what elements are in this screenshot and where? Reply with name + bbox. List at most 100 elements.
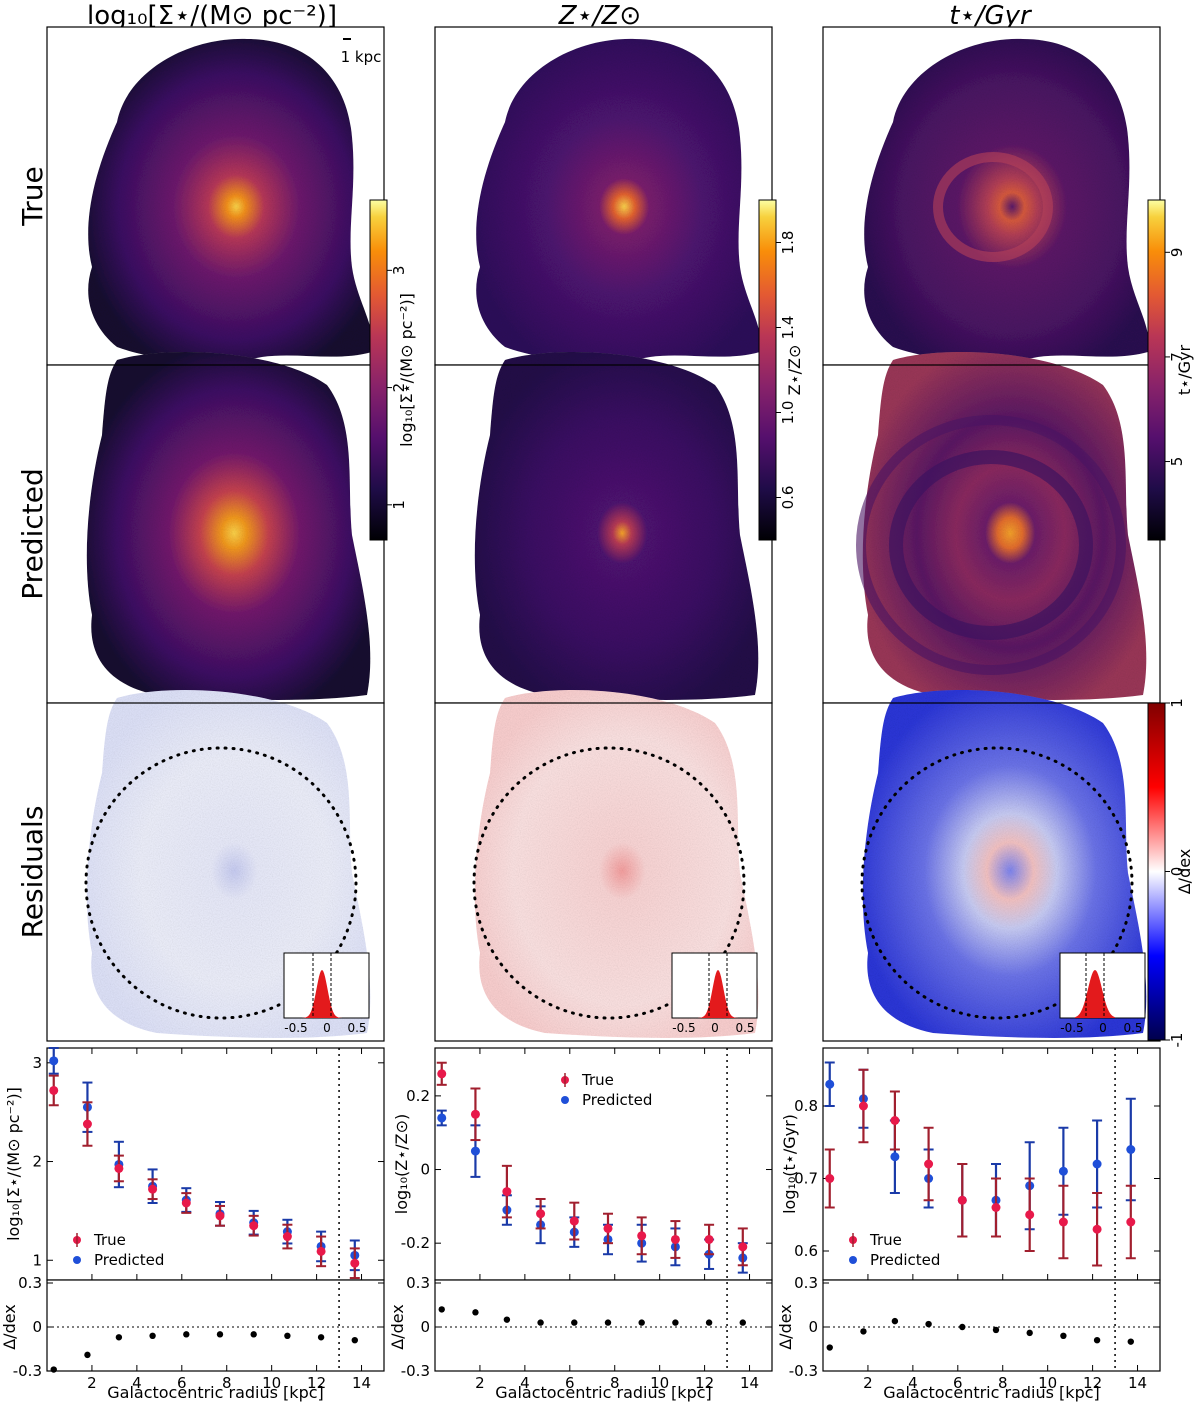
residual-point <box>925 1320 932 1328</box>
residual-y-tick-label: 0.3 <box>18 1274 42 1292</box>
x-tick-label: 6 <box>565 1374 575 1392</box>
colorbar-tick-label: 1.0 <box>779 401 797 425</box>
residual-histogram-inset: -0.5 0 0.5 <box>283 952 370 1035</box>
predicted-point <box>437 1113 447 1123</box>
x-tick-label: 4 <box>132 1374 142 1392</box>
map-panel-predicted-age <box>822 352 1161 704</box>
predicted-point <box>1058 1166 1068 1176</box>
x-tick-label: 2 <box>87 1374 97 1392</box>
residual-y-tick-label: 0.3 <box>794 1274 818 1292</box>
colorbar-tick-label: 1 <box>390 500 408 510</box>
residual-y-tick-label: -0.3 <box>401 1362 430 1380</box>
true-point <box>350 1258 360 1268</box>
true-point <box>215 1211 225 1221</box>
true-point <box>148 1184 158 1194</box>
colorbar-1: 0.6 1.0 1.4 1.8 Z⋆/Z⊙ <box>758 199 804 541</box>
map-panel-residuals-mass: -0.5 0 0.5 <box>46 690 385 1042</box>
inset-tick-label: 0 <box>1099 1021 1107 1035</box>
true-point <box>114 1163 124 1173</box>
histogram-fill <box>1075 970 1115 1018</box>
inset-tick-label: 0 <box>323 1021 331 1035</box>
radius-cutoff-circle <box>860 746 1134 1020</box>
residual-y-axis-label: Δ/dex <box>0 1304 19 1350</box>
legend: True Predicted <box>849 1231 940 1269</box>
residual-histogram-inset: -0.5 0 0.5 <box>671 952 758 1035</box>
legend-true: True <box>869 1231 902 1249</box>
legend: True Predicted <box>561 1071 652 1109</box>
residual-point <box>1026 1329 1033 1337</box>
true-point <box>603 1223 613 1233</box>
legend-true: True <box>581 1071 614 1089</box>
x-tick-label: 2 <box>475 1374 485 1392</box>
residual-y-axis-label: Δ/dex <box>388 1304 407 1350</box>
map-panel-predicted-mass <box>46 352 385 704</box>
true-point <box>536 1209 546 1219</box>
radius-cutoff-circle <box>472 746 746 1020</box>
galaxy-map <box>476 38 761 362</box>
colorbar-tick-label: 5 <box>1168 457 1186 467</box>
inset-tick-label: -0.5 <box>284 1021 307 1035</box>
profile-chart-age: 2 4 6 8 10 12 14 Galactocentric radius [kpc] 0.6… <box>776 1047 1161 1402</box>
colorbar-tick-label: 1 <box>1168 698 1186 708</box>
inset-tick-label: 0.5 <box>735 1021 754 1035</box>
true-point <box>1025 1210 1035 1220</box>
map-panel-true-metal <box>434 26 773 366</box>
y-tick-label: 1 <box>32 1251 42 1269</box>
x-tick-label: 6 <box>953 1374 963 1392</box>
x-tick-label: 14 <box>352 1374 371 1392</box>
legend-predicted: Predicted <box>870 1251 940 1269</box>
residual-point <box>149 1332 156 1340</box>
true-point <box>502 1187 512 1197</box>
colorbar-tick-label: 1.4 <box>779 316 797 340</box>
residual-point <box>1127 1338 1134 1345</box>
residual-point <box>860 1328 867 1335</box>
y-tick-label: 0 <box>420 1161 430 1179</box>
residual-histogram-inset: -0.5 0 0.5 <box>1059 952 1146 1035</box>
legend-predicted: Predicted <box>94 1251 164 1269</box>
colorbar-tick-label: 7 <box>1168 352 1186 362</box>
predicted-point <box>470 1146 480 1156</box>
x-tick-label: 8 <box>610 1374 620 1392</box>
residual-y-tick-label: -0.3 <box>789 1362 818 1380</box>
residual-y-tick-label: 0 <box>32 1318 42 1336</box>
colorbar-2: 5 7 9 t⋆/Gyr <box>1147 199 1194 541</box>
x-tick-label: 12 <box>1083 1374 1102 1392</box>
residual-point <box>992 1326 1000 1334</box>
x-tick-label: 12 <box>695 1374 714 1392</box>
x-tick-label: 8 <box>222 1374 232 1392</box>
inset-tick-label: 0.5 <box>1123 1021 1142 1035</box>
residual-point <box>705 1319 713 1326</box>
colorbar-0: 1 2 3 log₁₀[Σ⋆/(M⊙ pc⁻²)] <box>369 199 416 541</box>
residual-point <box>472 1309 479 1316</box>
y-tick-label: 0.2 <box>406 1087 430 1105</box>
x-tick-label: 4 <box>520 1374 530 1392</box>
colorbar-tick-label: 0 <box>1168 867 1186 877</box>
residual-point <box>317 1334 325 1341</box>
colorbar-label: Z⋆/Z⊙ <box>785 345 804 396</box>
residual-point <box>959 1323 966 1331</box>
residual-point <box>638 1319 645 1326</box>
residual-y-tick-label: 0 <box>808 1318 818 1336</box>
true-point <box>957 1195 967 1205</box>
y-tick-label: 0.8 <box>794 1097 818 1115</box>
x-tick-label: 2 <box>863 1374 873 1392</box>
predicted-point <box>1126 1145 1136 1154</box>
y-tick-label: 0.6 <box>794 1242 818 1260</box>
histogram-fill <box>302 970 342 1018</box>
true-point <box>924 1159 934 1169</box>
residual-point <box>739 1319 746 1326</box>
column-title-mass: log₁₀[Σ⋆/(M⊙ pc⁻²)] <box>87 1 337 31</box>
x-tick-label: 6 <box>177 1374 187 1392</box>
map-grid: -0.5 0 0.5 -0.5 0 0.5 -0.5 0 0.5 <box>46 26 1161 1042</box>
residual-y-tick-label: -0.3 <box>13 1362 42 1380</box>
legend-true: True <box>93 1231 126 1249</box>
residual-y-tick-label: 0.3 <box>406 1274 430 1292</box>
true-point <box>991 1203 1001 1212</box>
colorbar-label: Δ/dex <box>1175 849 1194 895</box>
inset-tick-label: 0.5 <box>347 1021 366 1035</box>
true-point <box>82 1119 92 1129</box>
true-point <box>1092 1224 1102 1234</box>
residual-point <box>50 1366 57 1373</box>
x-tick-label: 14 <box>740 1374 759 1392</box>
